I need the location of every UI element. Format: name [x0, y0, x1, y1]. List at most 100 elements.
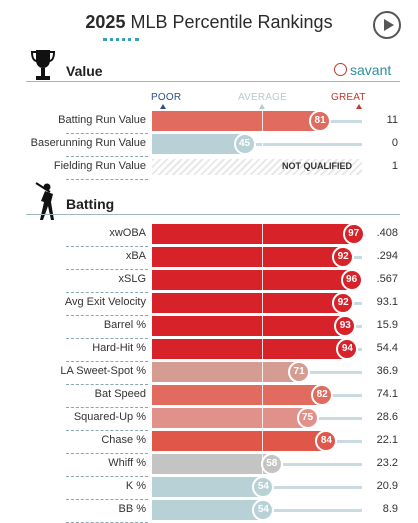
percentile-bubble[interactable]: 97	[342, 223, 365, 245]
metric-value: 20.9	[376, 480, 398, 492]
metric-label: xBA	[125, 250, 146, 262]
metric-value: .294	[376, 250, 398, 262]
metric-label: xSLG	[118, 273, 146, 285]
metric-value: 22.1	[376, 434, 398, 446]
row-divider	[66, 453, 148, 454]
trophy-icon	[30, 48, 56, 88]
metric-label: Whiff %	[108, 457, 146, 469]
metric-label: Chase %	[101, 434, 146, 446]
metric-label: Bat Speed	[94, 388, 146, 400]
average-line	[262, 293, 263, 313]
average-line	[262, 270, 263, 290]
play-button[interactable]	[373, 11, 401, 39]
metric-label: BB %	[118, 503, 146, 515]
savant-logo[interactable]: savant	[334, 61, 391, 79]
percentile-bar	[152, 385, 325, 405]
percentile-bar	[152, 270, 354, 290]
percentile-bubble[interactable]: 96	[340, 269, 363, 291]
metric-label: K %	[125, 480, 146, 492]
percentile-bubble[interactable]: 71	[288, 361, 311, 383]
title-year: 2025	[85, 12, 126, 32]
metric-value: 15.9	[376, 319, 398, 331]
percentile-bubble[interactable]: 75	[296, 407, 319, 429]
average-line	[262, 385, 263, 405]
scale-great: GREAT	[331, 92, 366, 103]
metric-value: 54.4	[376, 342, 398, 354]
percentile-bubble[interactable]: 84	[315, 430, 338, 452]
row-divider	[66, 315, 148, 316]
percentile-bubble[interactable]: 82	[311, 384, 334, 406]
not-qualified-bar	[152, 159, 362, 175]
metric-value: .567	[376, 273, 398, 285]
metric-value: 36.9	[376, 365, 398, 377]
average-marker	[259, 104, 265, 109]
row-divider	[66, 430, 148, 431]
percentile-bubble[interactable]: 58	[260, 453, 283, 475]
average-line	[262, 224, 263, 244]
average-line	[262, 431, 263, 451]
metric-value: 93.1	[376, 296, 398, 308]
percentile-bubble[interactable]: 45	[233, 133, 256, 155]
page-title: 2025 MLB Percentile Rankings	[0, 12, 418, 33]
average-line	[262, 316, 263, 336]
percentile-bar	[152, 134, 247, 154]
batter-icon	[32, 181, 58, 221]
percentile-bar	[152, 408, 310, 428]
percentile-bar	[152, 339, 350, 359]
percentile-bar	[152, 224, 356, 244]
metric-value: 74.1	[376, 388, 398, 400]
value-divider	[26, 81, 400, 82]
scale-average: AVERAGE	[238, 92, 288, 103]
percentile-bubble[interactable]: 81	[309, 110, 332, 132]
row-divider	[66, 338, 148, 339]
percentile-bar	[152, 362, 302, 382]
title-text: MLB Percentile Rankings	[130, 12, 333, 32]
average-line	[262, 362, 263, 382]
section-title-value: Value	[66, 63, 103, 79]
scale-poor: POOR	[151, 92, 182, 103]
metric-label: Squared-Up %	[73, 411, 146, 423]
row-divider	[66, 246, 148, 247]
savant-text: savant	[350, 61, 392, 78]
row-divider	[66, 499, 148, 500]
row-divider	[66, 476, 148, 477]
percentile-bar	[152, 454, 274, 474]
percentile-bar	[152, 477, 266, 497]
metric-value: 0	[391, 137, 398, 149]
row-divider	[66, 269, 148, 270]
batting-divider	[26, 214, 400, 215]
percentile-track	[152, 143, 362, 146]
row-divider	[66, 407, 148, 408]
percentile-bubble[interactable]: 92	[332, 292, 355, 314]
metric-label: LA Sweet-Spot %	[60, 365, 146, 377]
metric-label: Avg Exit Velocity	[64, 296, 146, 308]
percentile-bubble[interactable]: 93	[334, 315, 357, 337]
title-underline	[103, 38, 139, 41]
metric-value: 11	[386, 114, 398, 126]
percentile-bubble[interactable]: 92	[332, 246, 355, 268]
metric-label: Batting Run Value	[58, 114, 146, 126]
row-divider	[66, 292, 148, 293]
great-marker	[356, 104, 362, 109]
percentile-bar	[152, 500, 266, 520]
percentile-bar	[152, 293, 346, 313]
metric-value: 8.9	[382, 503, 398, 515]
metric-value: 28.6	[376, 411, 398, 423]
percentile-bubble[interactable]: 94	[336, 338, 359, 360]
average-line	[262, 134, 263, 154]
baseball-icon	[334, 63, 347, 77]
section-title-batting: Batting	[66, 196, 115, 212]
percentile-bar	[152, 247, 346, 267]
percentile-bar	[152, 316, 348, 336]
row-divider	[66, 156, 148, 157]
not-qualified-label: NOT QUALIFIED	[282, 161, 352, 171]
percentile-bar	[152, 431, 329, 451]
metric-label: Hard-Hit %	[92, 342, 146, 354]
percentile-bubble[interactable]: 54	[252, 476, 275, 498]
metric-label: Barrel %	[103, 319, 146, 331]
row-divider	[66, 133, 148, 134]
metric-label: Fielding Run Value	[53, 160, 146, 172]
metric-value: .408	[376, 227, 398, 239]
average-line	[262, 247, 263, 267]
row-divider	[66, 384, 148, 385]
